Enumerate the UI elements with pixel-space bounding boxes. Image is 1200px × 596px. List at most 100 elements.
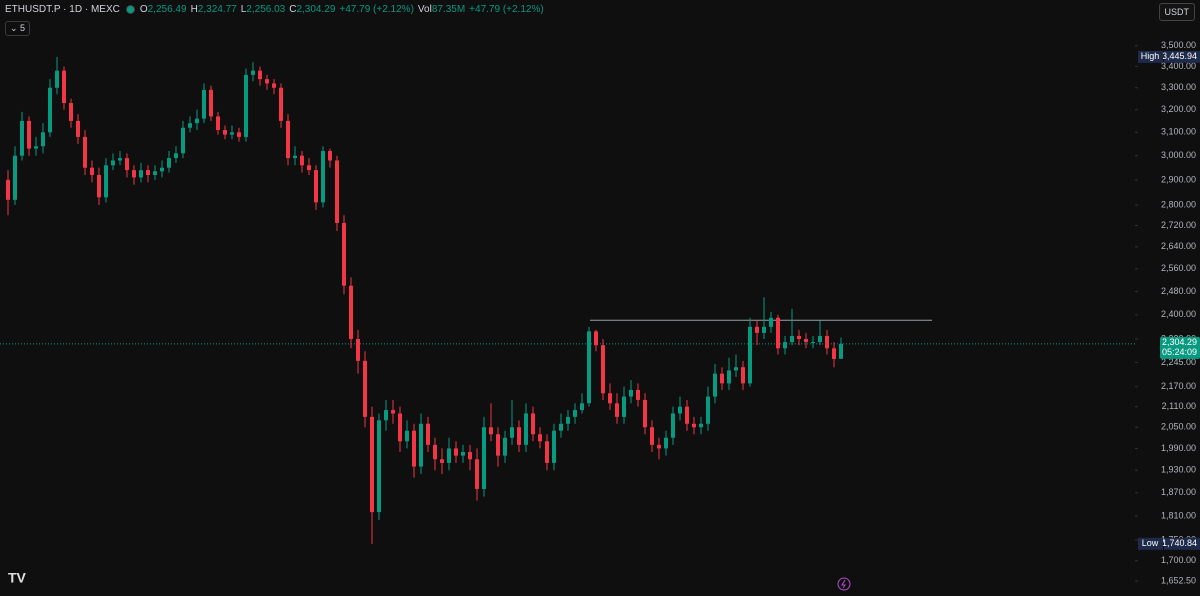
y-tick-label: 2,480.00 bbox=[1161, 286, 1196, 296]
candle-body bbox=[244, 74, 248, 137]
candle-body bbox=[482, 427, 486, 489]
candle-body bbox=[300, 155, 304, 166]
open-label: O bbox=[139, 4, 148, 15]
high-box bbox=[1164, 50, 1200, 63]
y-tick-label: 2,800.00 bbox=[1161, 199, 1196, 209]
candle-body bbox=[734, 367, 738, 371]
y-tick-label: 3,500.00 bbox=[1161, 40, 1196, 50]
candle-body bbox=[657, 444, 661, 449]
candle-body bbox=[202, 89, 206, 119]
candle-body bbox=[27, 120, 31, 149]
candle-body bbox=[349, 285, 353, 340]
y-tick-label: 3,400.00 bbox=[1161, 61, 1196, 71]
y-tick-label: 3,200.00 bbox=[1161, 104, 1196, 114]
candle-body bbox=[76, 120, 80, 137]
high-value: 2,324.77 bbox=[197, 4, 237, 15]
last-price-value: 2,304.29 bbox=[1162, 337, 1197, 347]
symbol[interactable]: ETHUSDT.P · 1D · MEXC bbox=[5, 4, 120, 15]
candle-body bbox=[118, 158, 122, 161]
candle-body bbox=[174, 153, 178, 159]
candle-body bbox=[237, 132, 241, 137]
open-value: 2,256.49 bbox=[147, 4, 187, 15]
logo: TV bbox=[8, 570, 27, 586]
candle-body bbox=[265, 79, 269, 84]
candle-body bbox=[468, 452, 472, 460]
low-box bbox=[1164, 537, 1200, 550]
candle-body bbox=[629, 389, 633, 397]
candle-body bbox=[832, 348, 836, 359]
y-tick-label: 3,000.00 bbox=[1161, 150, 1196, 160]
candle-body bbox=[328, 150, 332, 161]
high-label: H bbox=[190, 4, 198, 15]
candle-body bbox=[391, 410, 395, 414]
candle-body bbox=[727, 370, 731, 384]
y-tick-label: 2,050.00 bbox=[1161, 422, 1196, 432]
candle-body bbox=[776, 317, 780, 349]
candle-body bbox=[377, 420, 381, 513]
candle-body bbox=[48, 87, 52, 133]
y-tick-label: 1,990.00 bbox=[1161, 443, 1196, 453]
vol-value: 87.35M bbox=[431, 4, 466, 15]
candle-body bbox=[104, 165, 108, 198]
candle-body bbox=[825, 335, 829, 349]
y-tick-label: 1,700.00 bbox=[1161, 555, 1196, 565]
candle-body bbox=[160, 167, 164, 172]
currency-button[interactable]: USDT bbox=[1158, 3, 1195, 21]
candle-body bbox=[566, 416, 570, 424]
candle-body bbox=[433, 444, 437, 460]
candle-body bbox=[720, 373, 724, 384]
candle-body bbox=[293, 155, 297, 159]
candle-body bbox=[111, 160, 115, 166]
candle-body bbox=[223, 130, 227, 135]
candle-body bbox=[461, 452, 465, 456]
candle-body bbox=[643, 399, 647, 428]
candle-body bbox=[510, 427, 514, 438]
candle-body bbox=[356, 339, 360, 361]
candle-body bbox=[146, 170, 150, 175]
candle-body bbox=[804, 339, 808, 343]
candle-body bbox=[62, 70, 66, 104]
candle-body bbox=[6, 179, 10, 200]
candle-body bbox=[580, 403, 584, 411]
candle-body bbox=[608, 393, 612, 404]
candle-body bbox=[153, 171, 157, 175]
candle-body bbox=[797, 335, 801, 340]
change-value: +47.79 (+2.12%) bbox=[339, 4, 414, 15]
close-label: C bbox=[289, 4, 297, 15]
y-tick-label: 2,560.00 bbox=[1161, 263, 1196, 273]
candle-body bbox=[524, 413, 528, 445]
y-tick-label: 2,640.00 bbox=[1161, 241, 1196, 251]
candle-body bbox=[615, 403, 619, 417]
high-value: 3,445.94 bbox=[1162, 51, 1197, 61]
low-value: 2,256.03 bbox=[246, 4, 286, 15]
candle-body bbox=[790, 335, 794, 343]
candle-body bbox=[139, 170, 143, 178]
candle-body bbox=[279, 87, 283, 121]
y-tick-label: 2,400.00 bbox=[1161, 309, 1196, 319]
last-price-box bbox=[1160, 336, 1200, 359]
price-axis bbox=[1135, 0, 1200, 596]
candle-body bbox=[370, 416, 374, 513]
candle-body bbox=[650, 427, 654, 445]
candle-body bbox=[671, 413, 675, 438]
indicators-toggle[interactable]: ⌄ 5 bbox=[5, 21, 31, 36]
alert-icon bbox=[837, 577, 851, 591]
symbol-legend: ETHUSDT.P · 1D · MEXC O 2,256.49 H 2,324.7… bbox=[5, 4, 548, 15]
candle-body bbox=[188, 123, 192, 128]
y-tick-label: 2,110.00 bbox=[1162, 401, 1196, 411]
candle-body bbox=[503, 437, 507, 456]
candle-body bbox=[69, 103, 73, 121]
candle-body bbox=[559, 423, 563, 431]
candle-body bbox=[552, 430, 556, 463]
candle-body bbox=[622, 396, 626, 417]
candle-body bbox=[496, 434, 500, 456]
candle-body bbox=[489, 427, 493, 435]
candle-body bbox=[34, 146, 38, 149]
candle-body bbox=[545, 441, 549, 463]
y-tick-label: 2,170.00 bbox=[1161, 381, 1196, 391]
candle-body bbox=[538, 434, 542, 442]
candle-body bbox=[167, 158, 171, 168]
candle-body bbox=[90, 167, 94, 175]
